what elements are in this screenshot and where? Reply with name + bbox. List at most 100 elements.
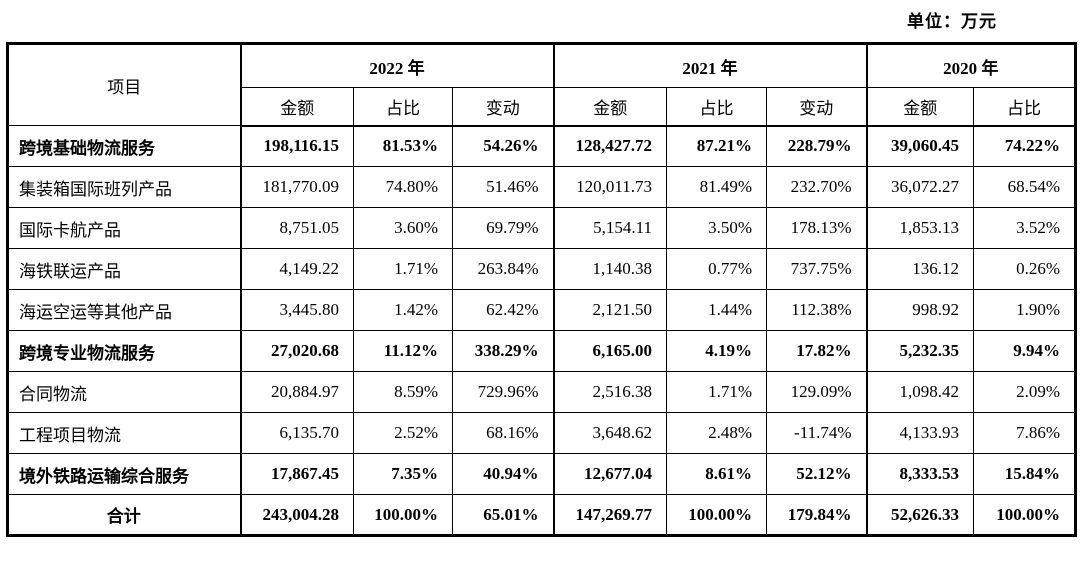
share-cell: 3.52% (973, 207, 1076, 249)
change-cell: 62.42% (452, 289, 554, 331)
share-cell: 4.19% (666, 330, 767, 372)
row-label: 国际卡航产品 (7, 207, 241, 249)
change-cell: 228.79% (766, 125, 867, 167)
share-cell: 81.53% (353, 125, 453, 167)
change-cell: 69.79% (452, 207, 554, 249)
share-cell: 68.54% (973, 166, 1076, 208)
header-year-2021: 2021 年 (552, 43, 867, 88)
table-row: 合同物流 20,884.97 8.59% 729.96% 2,516.38 1.… (7, 371, 1076, 413)
amount-cell: 4,133.93 (865, 412, 974, 454)
row-label: 工程项目物流 (7, 412, 241, 454)
change-cell: 129.09% (766, 371, 867, 413)
share-cell: 0.26% (973, 248, 1076, 290)
share-cell: 0.77% (666, 248, 767, 290)
change-cell: 729.96% (452, 371, 554, 413)
table-row: 海铁联运产品 4,149.22 1.71% 263.84% 1,140.38 0… (7, 248, 1076, 290)
amount-cell: 136.12 (865, 248, 974, 290)
share-cell: 1.90% (973, 289, 1076, 331)
share-cell: 81.49% (666, 166, 767, 208)
amount-cell: 998.92 (865, 289, 974, 331)
amount-cell: 6,135.70 (239, 412, 354, 454)
table-row: 集装箱国际班列产品 181,770.09 74.80% 51.46% 120,0… (7, 166, 1076, 208)
header-2021-change: 变动 (766, 87, 867, 127)
amount-cell: 8,333.53 (865, 453, 974, 495)
amount-cell: 181,770.09 (239, 166, 354, 208)
amount-cell: 36,072.27 (865, 166, 974, 208)
amount-cell: 128,427.72 (552, 125, 667, 167)
amount-cell: 1,853.13 (865, 207, 974, 249)
change-cell: 232.70% (766, 166, 867, 208)
table-row: 跨境专业物流服务 27,020.68 11.12% 338.29% 6,165.… (7, 330, 1076, 372)
amount-cell: 8,751.05 (239, 207, 354, 249)
header-year-2020: 2020 年 (865, 43, 1076, 88)
amount-cell: 3,648.62 (552, 412, 667, 454)
share-cell: 87.21% (666, 125, 767, 167)
change-cell: 54.26% (452, 125, 554, 167)
amount-cell: 1,140.38 (552, 248, 667, 290)
row-label: 合计 (7, 494, 241, 536)
header-2020-amount: 金额 (865, 87, 974, 127)
table-row: 国际卡航产品 8,751.05 3.60% 69.79% 5,154.11 3.… (7, 207, 1076, 249)
change-cell: 17.82% (766, 330, 867, 372)
share-cell: 8.59% (353, 371, 453, 413)
amount-cell: 243,004.28 (239, 494, 354, 536)
row-label: 跨境基础物流服务 (7, 125, 241, 167)
amount-cell: 27,020.68 (239, 330, 354, 372)
share-cell: 2.52% (353, 412, 453, 454)
change-cell: -11.74% (766, 412, 867, 454)
header-2022-share: 占比 (353, 87, 453, 127)
change-cell: 178.13% (766, 207, 867, 249)
amount-cell: 147,269.77 (552, 494, 667, 536)
row-label: 境外铁路运输综合服务 (7, 453, 241, 495)
table-row: 工程项目物流 6,135.70 2.52% 68.16% 3,648.62 2.… (7, 412, 1076, 454)
amount-cell: 120,011.73 (552, 166, 667, 208)
amount-cell: 1,098.42 (865, 371, 974, 413)
amount-cell: 2,516.38 (552, 371, 667, 413)
change-cell: 263.84% (452, 248, 554, 290)
share-cell: 100.00% (353, 494, 453, 536)
change-cell: 737.75% (766, 248, 867, 290)
header-year-2022: 2022 年 (239, 43, 554, 88)
header-2022-change: 变动 (452, 87, 554, 127)
share-cell: 2.48% (666, 412, 767, 454)
share-cell: 9.94% (973, 330, 1076, 372)
amount-cell: 198,116.15 (239, 125, 354, 167)
amount-cell: 3,445.80 (239, 289, 354, 331)
header-sub-row: 金额 占比 变动 金额 占比 变动 金额 占比 (8, 87, 1076, 127)
change-cell: 65.01% (452, 494, 554, 536)
header-2020-share: 占比 (973, 87, 1076, 127)
header-2021-share: 占比 (666, 87, 767, 127)
amount-cell: 4,149.22 (239, 248, 354, 290)
row-label: 海运空运等其他产品 (7, 289, 241, 331)
share-cell: 8.61% (666, 453, 767, 495)
change-cell: 68.16% (452, 412, 554, 454)
unit-label: 单位：万元 (907, 12, 997, 31)
share-cell: 11.12% (353, 330, 453, 372)
share-cell: 1.71% (666, 371, 767, 413)
share-cell: 100.00% (666, 494, 767, 536)
share-cell: 7.86% (973, 412, 1076, 454)
amount-cell: 12,677.04 (552, 453, 667, 495)
share-cell: 3.60% (353, 207, 453, 249)
change-cell: 338.29% (452, 330, 554, 372)
amount-cell: 17,867.45 (239, 453, 354, 495)
header-year-row: 项目 2022 年 2021 年 2020 年 (7, 43, 1076, 126)
amount-cell: 5,154.11 (552, 207, 667, 249)
amount-cell: 2,121.50 (552, 289, 667, 331)
change-cell: 112.38% (766, 289, 867, 331)
change-cell: 40.94% (452, 453, 554, 495)
share-cell: 1.44% (666, 289, 767, 331)
header-2021-amount: 金额 (552, 87, 667, 127)
row-label: 海铁联运产品 (7, 248, 241, 290)
amount-cell: 39,060.45 (865, 125, 974, 167)
table-body: 跨境基础物流服务 198,116.15 81.53% 54.26% 128,42… (7, 125, 1076, 536)
table-header: 项目 2022 年 2021 年 2020 年 金额 占比 变动 金额 占比 变… (7, 43, 1076, 127)
share-cell: 74.22% (973, 125, 1076, 167)
table-row: 境外铁路运输综合服务 17,867.45 7.35% 40.94% 12,677… (7, 453, 1076, 495)
table-row: 海运空运等其他产品 3,445.80 1.42% 62.42% 2,121.50… (7, 289, 1076, 331)
share-cell: 1.71% (353, 248, 453, 290)
change-cell: 52.12% (766, 453, 867, 495)
table-row-total: 合计 243,004.28 100.00% 65.01% 147,269.77 … (7, 494, 1076, 536)
share-cell: 74.80% (353, 166, 453, 208)
revenue-breakdown-table: 项目 2022 年 2021 年 2020 年 金额 占比 变动 金额 占比 变… (6, 42, 1077, 537)
